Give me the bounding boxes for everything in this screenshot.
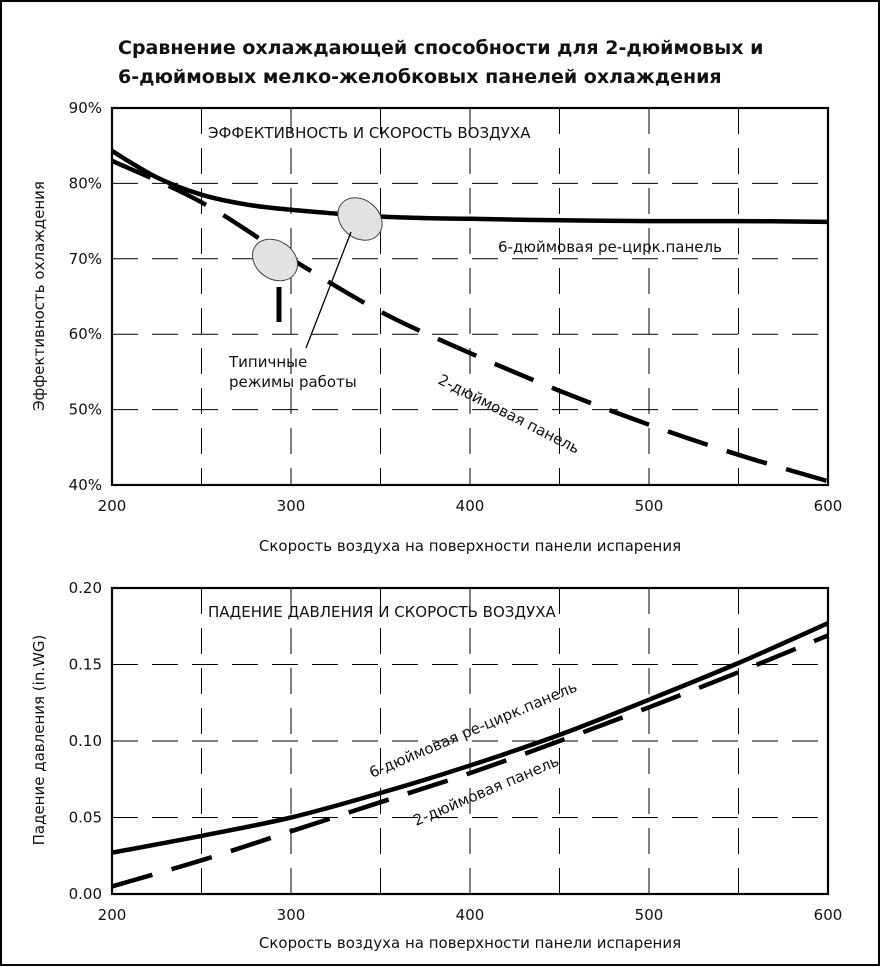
efficiency-series-6in-line: [110, 149, 829, 225]
pressure-plot-frame: [110, 586, 830, 896]
pressure-ticks: 200 300 400 500 600 0.00 0.05 0.10 0.15 0.20: [69, 579, 843, 924]
pressure-x-tick-label: 600: [814, 906, 843, 924]
pressure-grid: [112, 588, 828, 894]
pressure-x-tick-label: 300: [277, 906, 306, 924]
pressure-inner-title: ПАДЕНИЕ ДАВЛЕНИЯ И СКОРОСТЬ ВОЗДУХА: [208, 603, 557, 621]
pressure-series-2in-line: [111, 633, 829, 889]
series-label-6in-efficiency: 6-дюймовая ре-цирк.панель: [498, 238, 722, 256]
pressure-y-tick-label: 0.00: [69, 885, 102, 903]
chart-title-line1: Сравнение охлаждающей способности для 2-…: [118, 37, 763, 59]
efficiency-plot-frame: [110, 106, 830, 487]
chart-title-line2: 6-дюймовых мелко-желобковых панелей охла…: [118, 66, 722, 88]
pressure-y-tick-label: 0.05: [69, 809, 102, 827]
pressure-x-tick-label: 500: [635, 906, 664, 924]
efficiency-series: [110, 149, 829, 484]
efficiency-y-tick-label: 60%: [69, 325, 102, 343]
pressure-x-label: Скорость воздуха на поверхности панели и…: [259, 934, 681, 952]
efficiency-x-label: Скорость воздуха на поверхности панели и…: [259, 537, 681, 555]
efficiency-chart: 200 300 400 500 600 40% 50% 60% 70% 80% 90% ЭФФЕКТ…: [30, 99, 842, 555]
efficiency-x-tick-label: 300: [277, 497, 306, 515]
efficiency-grid: [112, 108, 828, 485]
pressure-y-label: Падение давления (in.WG): [30, 635, 48, 846]
efficiency-y-tick-label: 40%: [69, 476, 102, 494]
efficiency-x-tick-label: 600: [814, 497, 843, 515]
pressure-y-tick-label: 0.20: [69, 579, 102, 597]
efficiency-series-2in-line: [111, 158, 829, 484]
operating-region-marker-2: [337, 197, 383, 241]
pressure-x-tick-label: 400: [456, 906, 485, 924]
efficiency-y-tick-label: 80%: [69, 174, 102, 192]
pressure-y-tick-label: 0.10: [69, 732, 102, 750]
pressure-series: [111, 621, 829, 889]
operating-region-marker-1: [252, 238, 298, 282]
efficiency-y-tick-label: 50%: [69, 401, 102, 419]
efficiency-ticks: 200 300 400 500 600 40% 50% 60% 70% 80% 90%: [69, 99, 843, 515]
efficiency-x-tick-label: 400: [456, 497, 485, 515]
pressure-y-tick-label: 0.15: [69, 656, 102, 674]
pressure-x-tick-label: 200: [98, 906, 127, 924]
annotation-typical-line1: Типичные: [228, 353, 307, 371]
efficiency-y-tick-label: 90%: [69, 99, 102, 117]
annotation-typical-line2: режимы работы: [229, 373, 357, 391]
efficiency-y-label: Эффективность охлаждения: [30, 181, 48, 411]
annotation-leader-line: [305, 231, 352, 349]
efficiency-inner-title: ЭФФЕКТИВНОСТЬ И СКОРОСТЬ ВОЗДУХА: [208, 124, 531, 142]
pressure-series-6in-line: [111, 621, 829, 855]
efficiency-x-tick-label: 200: [98, 497, 127, 515]
efficiency-y-tick-label: 70%: [69, 250, 102, 268]
efficiency-x-tick-label: 500: [635, 497, 664, 515]
